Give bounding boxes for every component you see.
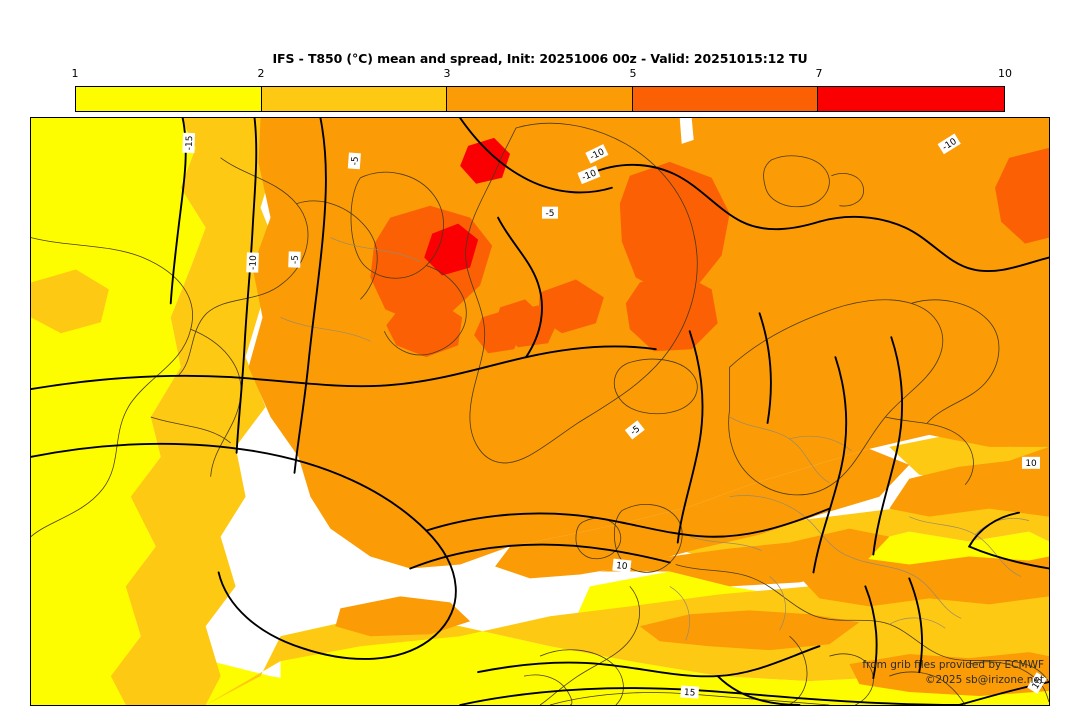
fill-band-yellow [31,118,1049,705]
map-canvas[interactable]: -15 -10 -5 -5 -5 [30,117,1050,706]
colorbar-segment-1-2 [76,87,262,111]
svg-text:15: 15 [684,688,696,699]
map-svg: -15 -10 -5 -5 -5 [31,118,1049,705]
fill-band-red [424,137,511,276]
svg-text:-5: -5 [546,209,555,219]
colorbar-tick-5: 5 [629,67,637,80]
colorbar-tick-2: 2 [257,67,265,80]
colorbar-tick-1: 1 [71,67,79,80]
colorbar-segment-3-5 [447,87,633,111]
colorbar-tick-7: 7 [815,67,823,80]
map-borders [280,237,1030,641]
colorbar-tick-3: 3 [443,67,451,80]
svg-text:10: 10 [616,561,629,572]
colorbar-segment-7-10 [818,87,1004,111]
colorbar-gradient [75,86,1005,112]
svg-text:-5: -5 [291,255,301,264]
map-coastlines [31,122,1049,705]
map-contours [31,118,1049,705]
colorbar-tick-labels: 1 2 3 5 7 10 [71,67,1013,83]
colorbar: 1 2 3 5 7 10 [72,67,1012,112]
colorbar-tick-10: 10 [998,67,1012,80]
colorbar-segment-5-7 [632,87,819,111]
colorbar-segment-2-3 [261,87,448,111]
svg-text:-15: -15 [185,135,196,150]
map-white-gaps [679,118,694,144]
svg-text:-10: -10 [248,255,259,270]
svg-text:10: 10 [1025,459,1037,469]
page-title: IFS - T850 (°C) mean and spread, Init: 2… [272,51,808,66]
svg-text:-5: -5 [350,156,361,166]
